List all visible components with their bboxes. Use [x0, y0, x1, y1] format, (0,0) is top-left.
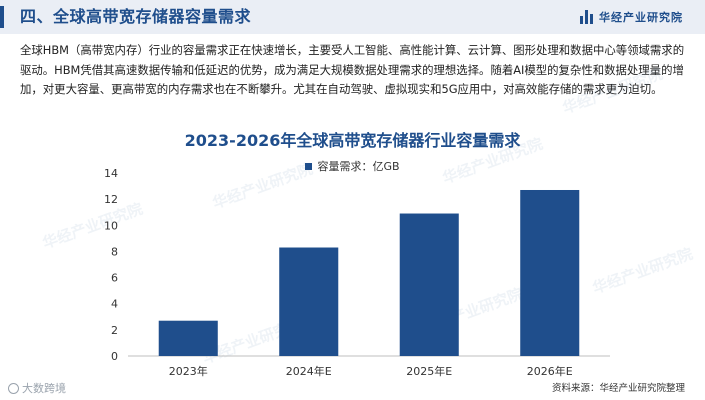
y-tick-label: 8 [111, 245, 118, 258]
chart-title: 2023-2026年全球高带宽存储器行业容量需求 [184, 131, 521, 150]
bar [520, 189, 580, 356]
x-tick-label: 2026年E [527, 364, 573, 378]
x-tick-label: 2024年E [286, 364, 332, 378]
x-tick-label: 2023年 [169, 364, 208, 378]
brand-name: 华经产业研究院 [599, 11, 683, 24]
legend-label: 容量需求：亿GB [317, 160, 400, 173]
y-tick-label: 12 [104, 193, 118, 206]
bar [279, 247, 339, 356]
intro-paragraph: 全球HBM（高带宽内存）行业的容量需求正在快速增长，主要受人工智能、高性能计算、… [20, 43, 685, 96]
y-tick-label: 4 [111, 298, 118, 311]
corner-watermark-text: 大数跨境 [22, 382, 66, 395]
header-accent-bar [0, 6, 4, 28]
page-title: 四、全球高带宽存储器容量需求 [20, 7, 252, 26]
y-tick-label: 10 [104, 219, 118, 232]
source-note: 资料来源：华经产业研究院整理 [551, 383, 685, 394]
brand-logo-icon [580, 10, 593, 24]
y-tick-label: 2 [111, 324, 118, 337]
corner-watermark: 大数跨境 [8, 380, 66, 396]
corner-logo-icon [8, 382, 19, 394]
brand: 华经产业研究院 [580, 9, 683, 25]
y-tick-label: 0 [111, 350, 118, 363]
legend-swatch [305, 162, 313, 170]
y-tick-label: 14 [104, 167, 118, 180]
chart-legend: 容量需求：亿GB [0, 158, 705, 174]
y-tick-label: 6 [111, 272, 118, 285]
x-tick-label: 2025年E [406, 364, 452, 378]
bar [399, 213, 459, 356]
bar [158, 320, 218, 356]
